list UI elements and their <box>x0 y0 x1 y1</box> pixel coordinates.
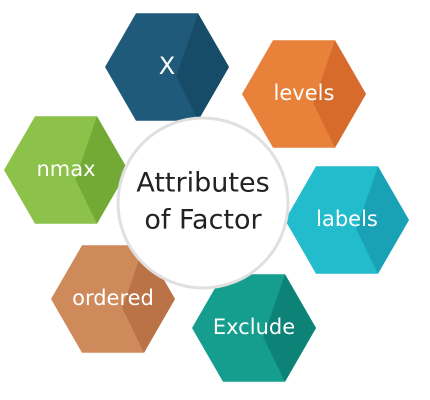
center-title-line1: Attributes <box>136 168 269 199</box>
hexagon-x-shade <box>176 13 229 121</box>
hexagon-exclude: Exclude <box>192 274 316 382</box>
hexagon-exclude-label: Exclude <box>213 315 295 339</box>
hexagon-nmax: nmax <box>4 116 128 224</box>
hexagon-x-label: X <box>159 52 175 80</box>
hexagon-levels-shade <box>313 40 366 148</box>
hexagon-labels-shade <box>356 166 409 274</box>
hexagon-nmax-shade <box>75 116 128 224</box>
hexagon-x: X <box>105 13 229 121</box>
hexagon-labels: labels <box>285 166 409 274</box>
hexagon-ordered: ordered <box>51 245 175 353</box>
hexagon-nmax-label: nmax <box>36 157 95 181</box>
hexagon-ordered-label: ordered <box>72 286 154 310</box>
center-circle: Attributes of Factor <box>116 116 290 290</box>
hexagon-labels-label: labels <box>316 207 378 231</box>
hexagon-levels: levels <box>242 40 366 148</box>
center-title-line2: of Factor <box>144 205 262 236</box>
hexagon-levels-label: levels <box>274 81 335 105</box>
hexagon-exclude-shade <box>263 274 316 382</box>
hexagon-ordered-shade <box>122 245 175 353</box>
